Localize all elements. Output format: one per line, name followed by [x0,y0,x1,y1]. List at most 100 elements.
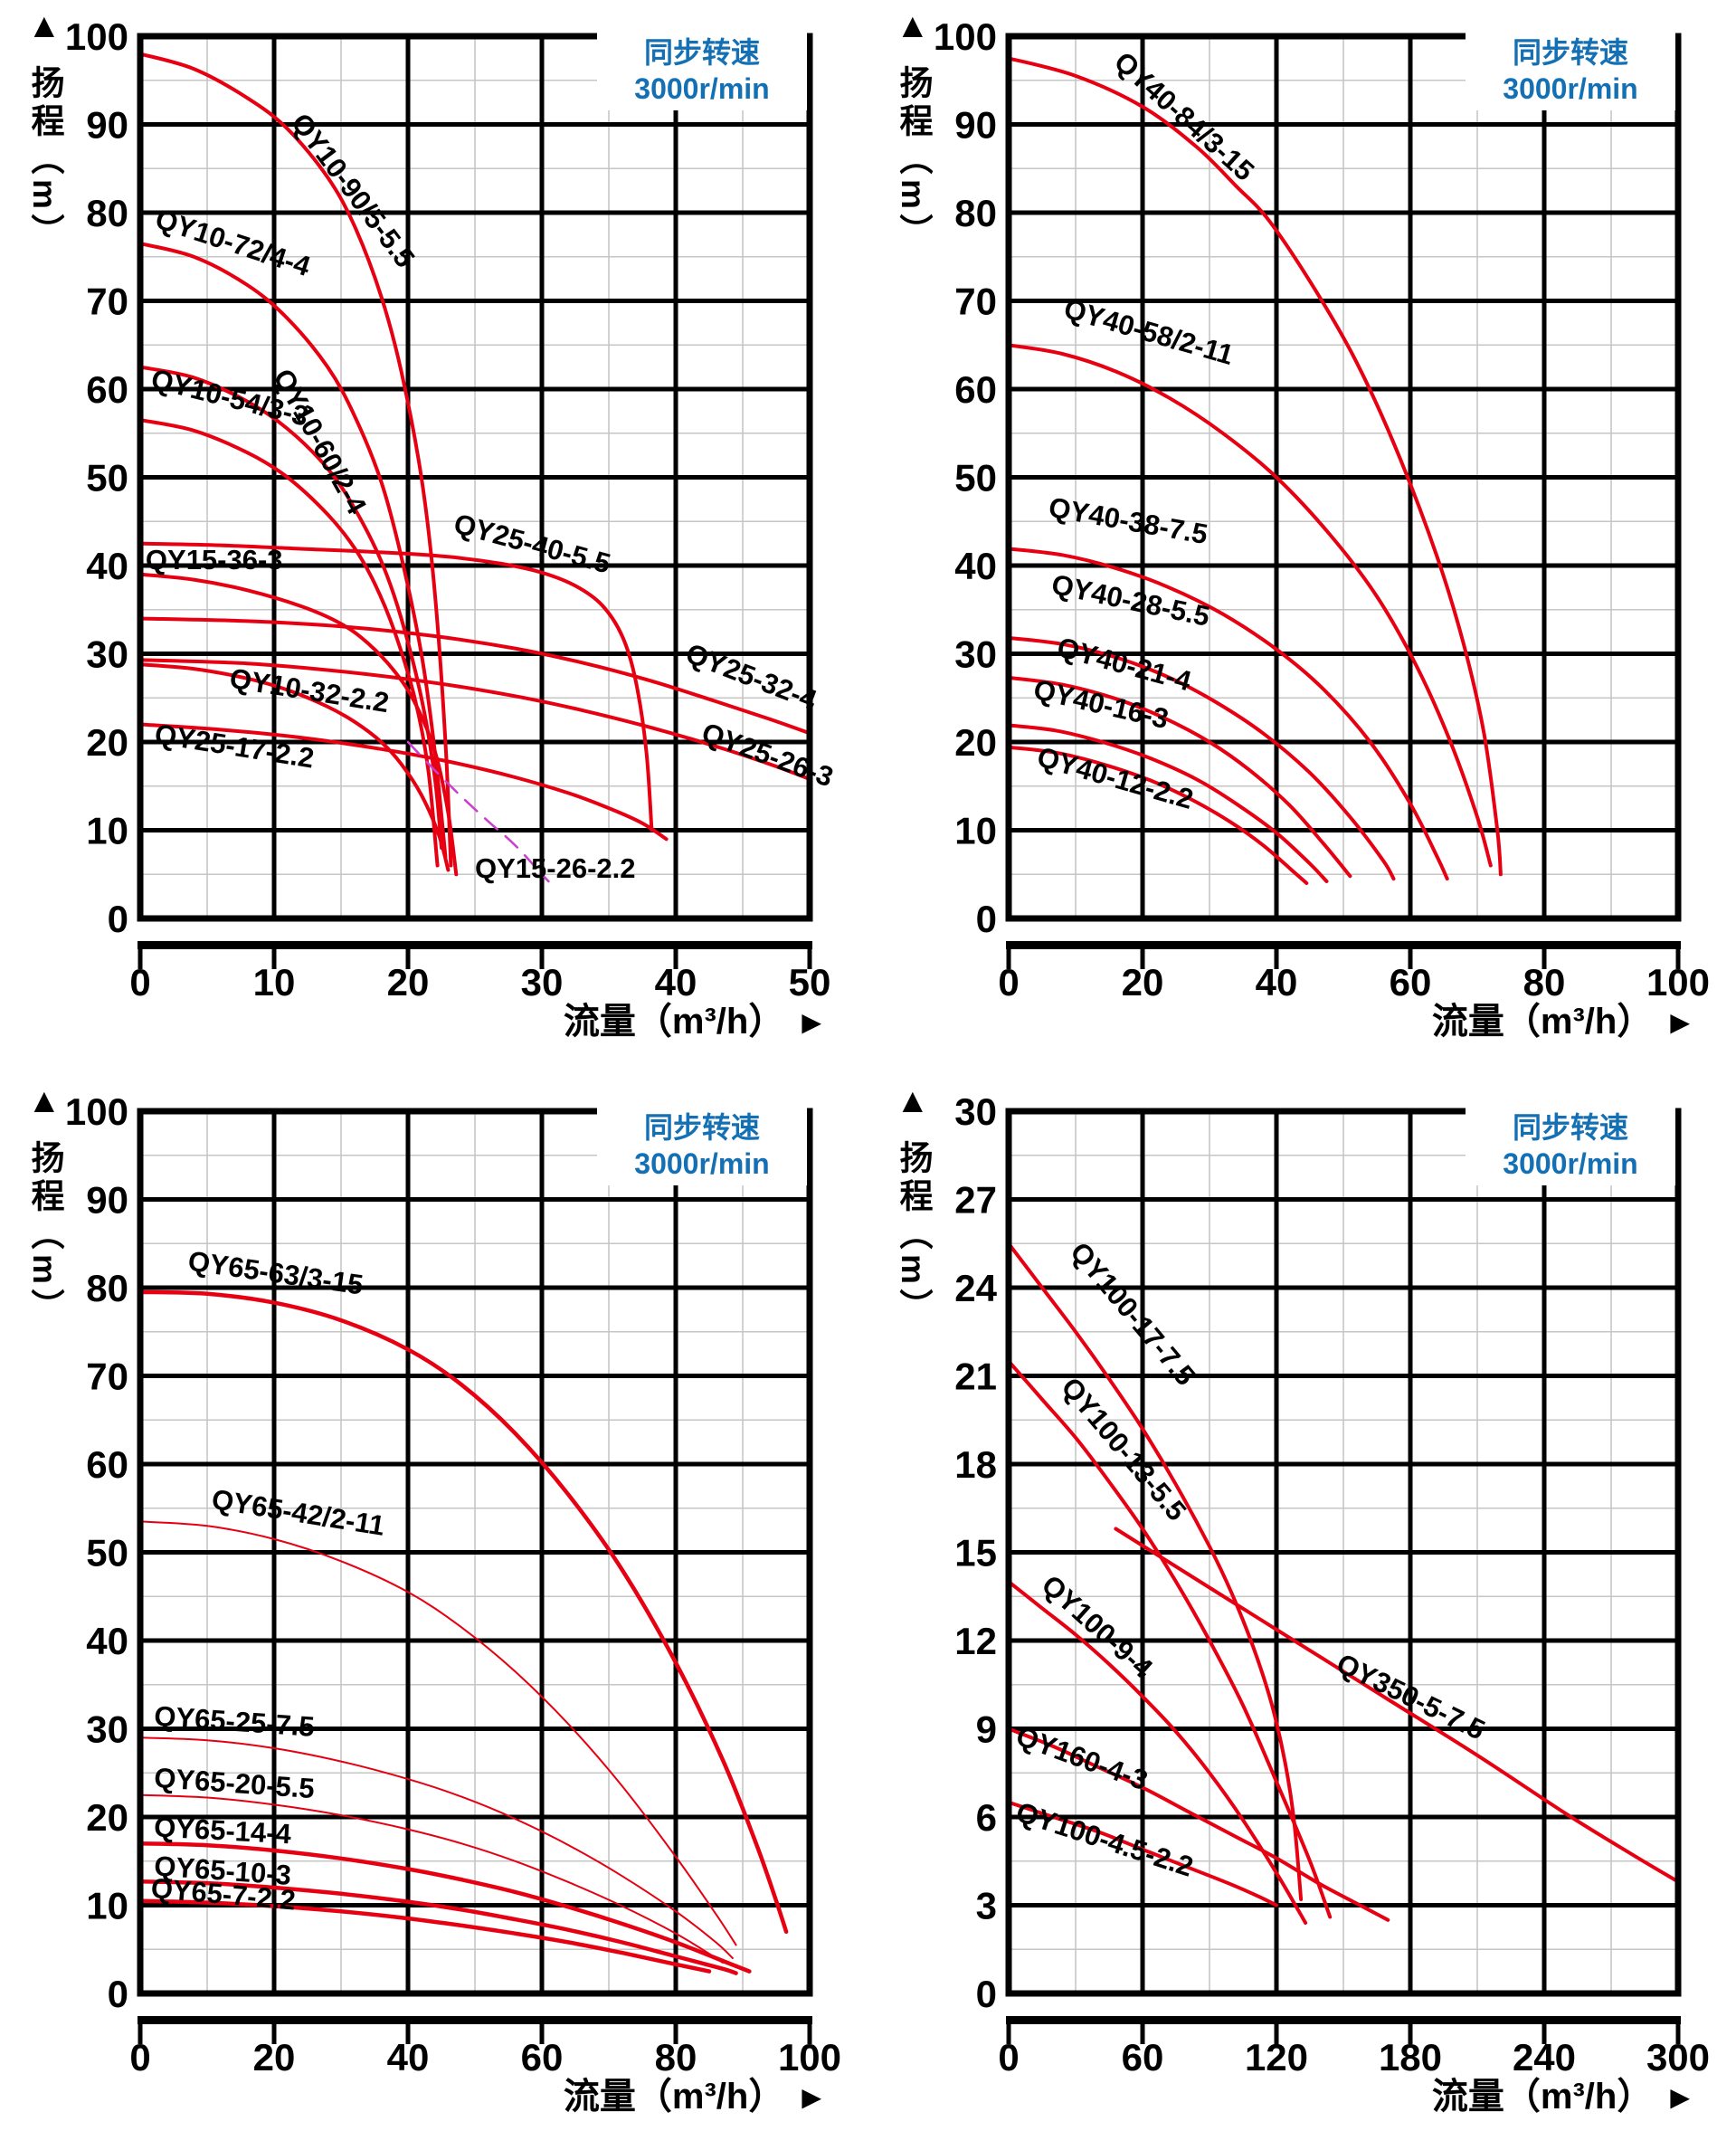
svg-text:15: 15 [954,1532,997,1574]
right-arrow-icon: ► [795,1004,828,1041]
svg-text:QY100-17-7.5: QY100-17-7.5 [1064,1236,1201,1392]
up-arrow-icon: ▲ [27,7,62,45]
svg-text:20: 20 [954,721,997,764]
pump-curve-chart-3: QY65-63/3-15QY65-42/2-11QY65-25-7.5QY65-… [65,1090,841,2079]
svg-text:21: 21 [954,1356,997,1398]
svg-text:100: 100 [934,15,997,58]
svg-text:QY40-12-2.2: QY40-12-2.2 [1034,740,1197,815]
legend-line: 同步转速 [643,36,760,69]
legend-line: 3000r/min [1503,72,1638,105]
legend-line: 3000r/min [1503,1147,1638,1180]
sync-speed-legend: 同步转速 3000r/min [597,31,807,110]
svg-text:QY65-14-4: QY65-14-4 [153,1811,292,1850]
svg-text:QY25-26-3: QY25-26-3 [697,717,837,794]
svg-text:QY40-84/3-15: QY40-84/3-15 [1108,45,1260,186]
svg-text:40: 40 [387,2036,430,2079]
svg-text:12: 12 [954,1620,997,1662]
svg-text:90: 90 [954,104,997,147]
svg-text:QY40-28-5.5: QY40-28-5.5 [1048,568,1212,633]
svg-text:80: 80 [86,192,128,234]
svg-text:QY25-17-2.2: QY25-17-2.2 [153,718,317,774]
svg-text:60: 60 [1390,961,1432,1004]
svg-text:180: 180 [1379,2036,1442,2079]
svg-text:300: 300 [1646,2036,1710,2079]
svg-text:40: 40 [1256,961,1298,1004]
svg-text:30: 30 [521,961,564,1004]
pump-curve-chart-4: QY100-17-7.5QY100-13-5.5QY100-9-4QY160-4… [954,1090,1710,2079]
svg-text:QY10-90/5-5.5: QY10-90/5-5.5 [285,108,421,273]
svg-text:0: 0 [129,2036,150,2079]
svg-text:80: 80 [1523,961,1566,1004]
svg-text:70: 70 [954,281,997,323]
svg-text:27: 27 [954,1179,997,1222]
legend-line: 同步转速 [643,1111,760,1144]
svg-text:0: 0 [976,898,997,940]
svg-text:0: 0 [998,961,1019,1004]
svg-text:20: 20 [1122,961,1164,1004]
y-axis-title: 扬程（m） [895,1140,932,1327]
svg-text:QY65-25-7.5: QY65-25-7.5 [153,1700,316,1743]
x-axis-title: 流量（m³/h） ► [563,2077,828,2117]
x-axis-title: 流量（m³/h） ► [1431,1002,1696,1042]
panel-qy40: QY40-84/3-15 QY40-58/2-11 QY40-38-7.5 QY40-… [868,0,1736,1075]
svg-text:QY15-26-2.2: QY15-26-2.2 [475,852,636,884]
panel-qy65: QY65-63/3-15 QY65-42/2-11 QY65-25-7.5 QY65-… [0,1075,868,2150]
sync-speed-legend: 同步转速 3000r/min [1466,1106,1675,1185]
svg-text:120: 120 [1245,2036,1308,2079]
svg-text:0: 0 [998,2036,1019,2079]
svg-text:70: 70 [86,281,128,323]
right-arrow-icon: ► [1664,1004,1696,1041]
svg-text:40: 40 [86,545,128,587]
svg-text:50: 50 [954,457,997,499]
svg-text:QY100-4.5-2.2: QY100-4.5-2.2 [1012,1796,1197,1883]
svg-text:90: 90 [86,104,128,147]
svg-text:100: 100 [65,15,128,58]
svg-text:50: 50 [86,457,128,499]
right-arrow-icon: ► [795,2079,828,2116]
y-axis-title: 扬程（m） [26,65,63,252]
svg-text:100: 100 [1646,961,1710,1004]
svg-text:90: 90 [86,1179,128,1222]
svg-text:100: 100 [65,1090,128,1133]
svg-text:50: 50 [86,1532,128,1574]
y-axis-title: 扬程（m） [895,65,932,252]
svg-text:10: 10 [954,810,997,852]
svg-text:70: 70 [86,1356,128,1398]
svg-text:18: 18 [954,1443,997,1486]
svg-text:30: 30 [86,1708,128,1751]
svg-text:QY160-4-3: QY160-4-3 [1012,1719,1152,1796]
svg-text:20: 20 [86,721,128,764]
sync-speed-legend: 同步转速 3000r/min [1466,31,1675,110]
svg-text:24: 24 [954,1267,997,1309]
svg-text:QY15-36-3: QY15-36-3 [146,544,283,576]
svg-text:20: 20 [387,961,430,1004]
legend-line: 同步转速 [1512,1111,1628,1144]
right-arrow-icon: ► [1664,2079,1696,2116]
up-arrow-icon: ▲ [27,1082,62,1120]
svg-text:30: 30 [86,633,128,676]
legend-line: 同步转速 [1512,36,1628,69]
legend-line: 3000r/min [634,1147,770,1180]
y-axis-title: 扬程（m） [26,1140,63,1327]
pump-curve-chart-2: QY40-84/3-15QY40-58/2-11QY40-38-7.5QY40-… [934,15,1710,1004]
svg-text:QY40-38-7.5: QY40-38-7.5 [1047,491,1210,550]
svg-text:10: 10 [86,1885,128,1927]
svg-text:80: 80 [86,1267,128,1309]
up-arrow-icon: ▲ [896,1082,930,1120]
svg-text:QY65-42/2-11: QY65-42/2-11 [210,1483,387,1542]
svg-text:40: 40 [655,961,697,1004]
svg-text:50: 50 [789,961,831,1004]
svg-text:30: 30 [954,1090,997,1133]
x-axis-title: 流量（m³/h） ► [563,1002,828,1042]
panel-qy100-qy160-qy350: QY100-17-7.5 QY100-13-5.5 QY100-9-4 QY160-4… [868,1075,1736,2150]
svg-text:80: 80 [655,2036,697,2079]
svg-text:60: 60 [521,2036,564,2079]
legend-line: 3000r/min [634,72,770,105]
svg-text:QY10-32-2.2: QY10-32-2.2 [228,662,392,718]
svg-text:20: 20 [253,2036,296,2079]
pump-curve-chart-1: QY10-90/5-5.5QY10-72/4-4QY10-60/2-4QY10-… [65,15,838,1004]
svg-text:3: 3 [976,1885,997,1927]
svg-text:30: 30 [954,633,997,676]
x-axis-title: 流量（m³/h） ► [1431,2077,1696,2117]
